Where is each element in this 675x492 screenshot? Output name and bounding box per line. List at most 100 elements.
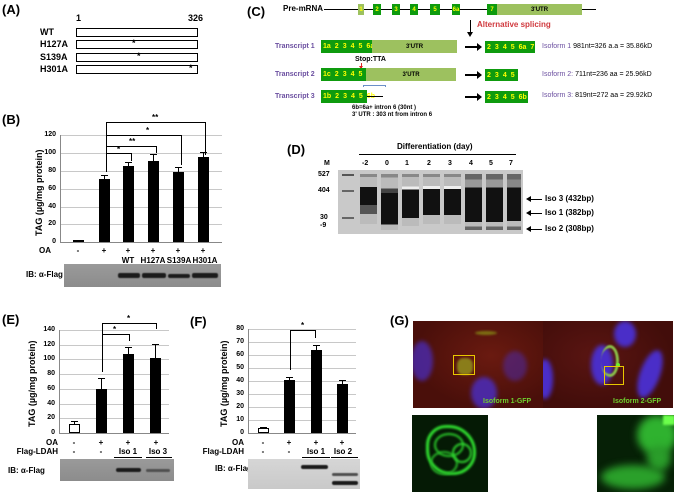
agarose-gel bbox=[338, 170, 523, 234]
bar-oa bbox=[96, 389, 107, 433]
bar-iso3 bbox=[150, 358, 161, 433]
protein-bar: * bbox=[76, 38, 198, 49]
flag-value: - bbox=[72, 447, 76, 456]
bar-iso1 bbox=[123, 354, 134, 433]
transcript-name: Transcript 2 bbox=[275, 71, 315, 78]
day-label: 0 bbox=[385, 160, 389, 167]
construct-label: WT bbox=[121, 256, 135, 265]
arrow-iso3 bbox=[526, 196, 542, 202]
micrograph-label: Isoform 2-GFP bbox=[613, 398, 662, 405]
exon: 1 bbox=[358, 4, 364, 15]
arrow-right bbox=[465, 71, 482, 79]
construct-row-h127a: H127A * bbox=[40, 38, 198, 51]
note-6b: 6b=6a+ intron 6 (30nt ) bbox=[352, 105, 417, 111]
day-label: 3 bbox=[448, 160, 452, 167]
construct-label: H301A bbox=[192, 256, 218, 265]
premrna-label: Pre-mRNA bbox=[283, 4, 324, 13]
transcript-name: Transcript 3 bbox=[275, 93, 315, 100]
oa-row-label: OA bbox=[39, 246, 51, 255]
oa-value: + bbox=[200, 246, 206, 255]
construct-name: H301A bbox=[40, 64, 69, 74]
oa-value: + bbox=[125, 246, 131, 255]
bar-control bbox=[69, 424, 80, 433]
oa-value: - bbox=[76, 246, 80, 255]
zoom-box bbox=[453, 355, 475, 375]
day-label: 4 bbox=[469, 160, 473, 167]
day-label: -2 bbox=[362, 160, 369, 167]
exon: 2 bbox=[373, 4, 381, 15]
sequence-end: 326 bbox=[188, 13, 204, 23]
oa-value: - bbox=[261, 438, 265, 447]
micrograph-label: Isoform 1-GFP bbox=[483, 398, 532, 405]
bar-oa bbox=[284, 380, 295, 433]
bar-iso1 bbox=[311, 350, 322, 433]
exon: 4 bbox=[410, 4, 418, 15]
significance-marker: ** bbox=[152, 113, 159, 122]
flag-value: - bbox=[261, 447, 265, 456]
protein-bar: * bbox=[76, 63, 198, 74]
bar-oa bbox=[99, 179, 110, 242]
construct-label: H127A bbox=[140, 256, 166, 265]
construct-name: S139A bbox=[40, 52, 68, 62]
marker-size: 404 bbox=[318, 187, 330, 194]
construct-name: WT bbox=[40, 27, 54, 37]
protein-bar bbox=[76, 28, 198, 37]
flag-value: Iso 2 bbox=[333, 447, 353, 456]
exon: 6a bbox=[452, 4, 460, 15]
panel-f-label: (F) bbox=[190, 314, 207, 329]
panel-d-label: (D) bbox=[287, 142, 306, 157]
significance-marker: * bbox=[117, 145, 121, 154]
flag-row-label: Flag-LDAH bbox=[16, 447, 58, 456]
significance-marker: * bbox=[301, 321, 305, 330]
arrow-right bbox=[465, 43, 482, 51]
isoform-1-protein: 2 3 4 5 6a 7 bbox=[485, 41, 535, 53]
bar-control bbox=[73, 240, 84, 242]
exon: 5 bbox=[430, 4, 440, 15]
oa-value: + bbox=[286, 438, 292, 447]
construct-name: H127A bbox=[40, 39, 69, 49]
zoom-isoform1 bbox=[412, 415, 488, 492]
construct-row-wt: WT bbox=[40, 27, 198, 39]
construct-label: S139A bbox=[166, 256, 192, 265]
construct-row-s139a: S139A * bbox=[40, 51, 198, 64]
bar-wt bbox=[123, 166, 134, 242]
oa-value: - bbox=[72, 438, 76, 447]
significance-marker: * bbox=[146, 126, 150, 135]
bar-control bbox=[258, 428, 269, 433]
significance-marker: * bbox=[113, 325, 117, 334]
significance-marker: ** bbox=[129, 137, 136, 146]
western-blot-b bbox=[64, 264, 221, 287]
exon: 3 bbox=[392, 4, 400, 15]
flag-value: Iso 1 bbox=[118, 447, 138, 456]
flag-row-label: Flag-LDAH bbox=[202, 447, 244, 456]
isoform-3-info: Isoform 3: 819nt=272 aa = 29.92kD bbox=[542, 92, 653, 99]
flag-value: - bbox=[287, 447, 291, 456]
oa-value: + bbox=[313, 438, 319, 447]
sequence-start: 1 bbox=[76, 13, 82, 23]
splicing-label: Alternative splicing bbox=[477, 20, 551, 29]
oa-value: + bbox=[101, 246, 107, 255]
western-blot-f bbox=[248, 459, 360, 489]
stop-codon-label: Stop:TTA bbox=[355, 56, 386, 63]
marker-size: -9 bbox=[320, 222, 327, 229]
marker-lane-label: M bbox=[324, 160, 330, 167]
transcript-name: Transcript 1 bbox=[275, 43, 315, 50]
band-label-iso1: Iso 1 (382bp) bbox=[545, 208, 594, 217]
protein-bar: * bbox=[76, 51, 198, 62]
panel-b-label: (B) bbox=[2, 112, 21, 127]
band-label-iso2: Iso 2 (308bp) bbox=[545, 224, 594, 233]
isoform-1-info: Isoform 1 981nt=326 a.a = 35.86kD bbox=[542, 43, 653, 50]
isoform-3-protein: 2 3 4 5 6b bbox=[485, 91, 528, 103]
mutation-marker: * bbox=[137, 51, 141, 61]
zoom-isoform2 bbox=[597, 415, 674, 492]
arrow-iso1 bbox=[526, 210, 542, 216]
oa-value: + bbox=[175, 246, 181, 255]
arrow-iso2 bbox=[526, 226, 542, 232]
construct-row-h301a: H301A * bbox=[40, 63, 198, 76]
arrow-right bbox=[465, 93, 482, 101]
blot-label: IB: α-Flag bbox=[215, 464, 252, 473]
blot-label: IB: α-Flag bbox=[26, 270, 63, 279]
bar-h301a bbox=[198, 157, 209, 242]
panel-e-label: (E) bbox=[2, 312, 20, 327]
bar-iso2 bbox=[337, 384, 348, 433]
